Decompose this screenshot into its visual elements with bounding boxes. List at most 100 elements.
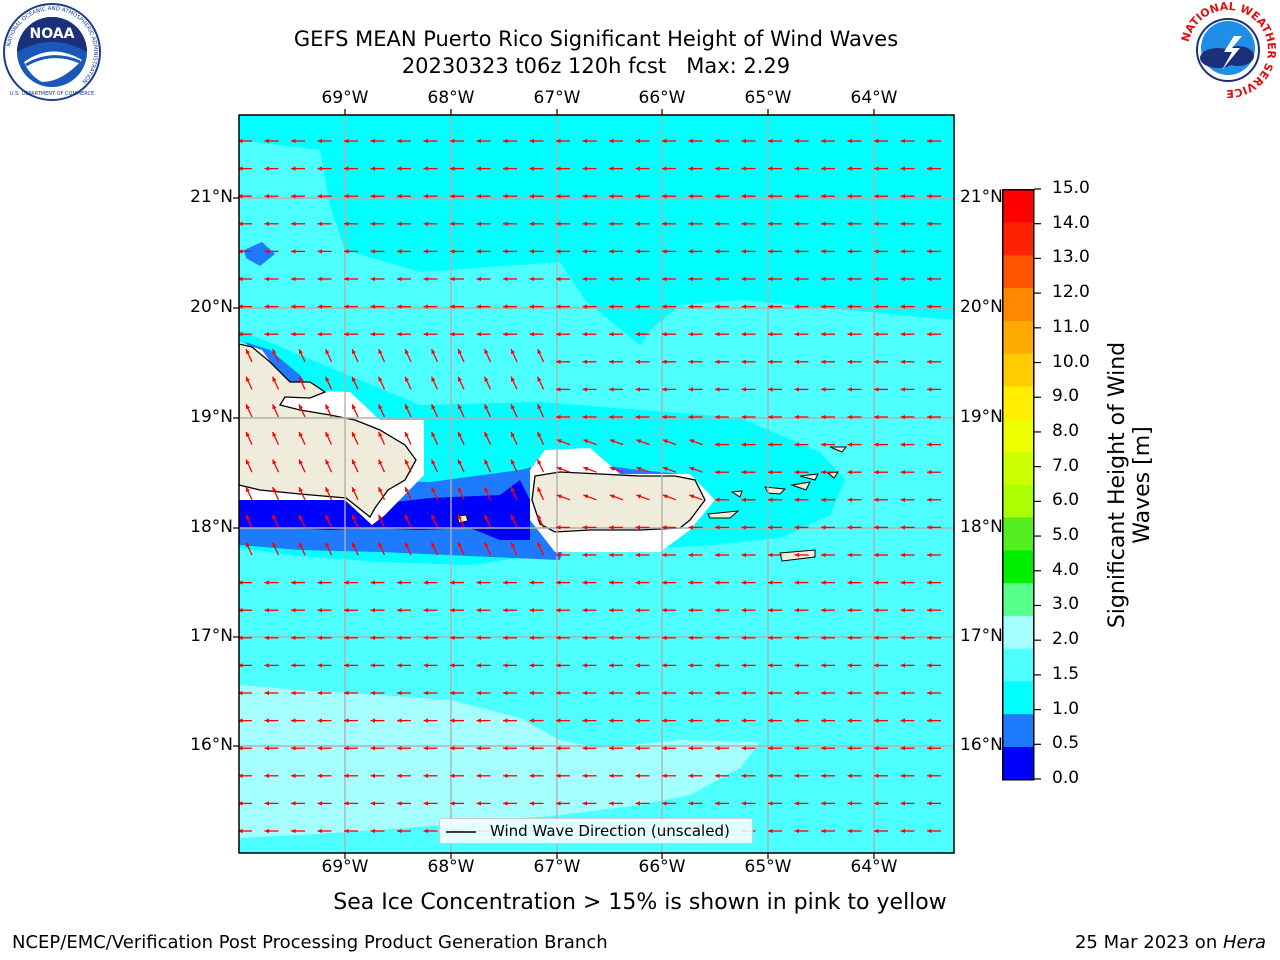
wind-arrow <box>741 138 756 144</box>
wind-arrow <box>397 221 411 226</box>
lat-label-left: 19°N <box>190 407 233 427</box>
wind-arrow <box>636 466 650 473</box>
wind-arrow <box>556 718 570 723</box>
wind-arrow <box>609 746 623 751</box>
wind-arrow <box>423 718 438 723</box>
wind-arrow <box>483 486 492 501</box>
wind-arrow <box>662 746 676 751</box>
wind-arrow <box>291 580 305 585</box>
wind-arrow <box>847 497 862 502</box>
wind-arrow <box>556 466 571 473</box>
wind-arrow <box>927 304 941 309</box>
wind-arrow <box>239 332 252 337</box>
wind-arrow <box>821 304 835 309</box>
wind-arrow <box>450 608 464 613</box>
wind-arrow <box>821 166 835 171</box>
wind-arrow <box>239 608 252 613</box>
wind-arrow <box>423 608 438 613</box>
wind-arrow <box>344 608 358 613</box>
legend-line-icon <box>446 831 476 833</box>
wind-arrow <box>397 828 411 834</box>
lat-label-left: 16°N <box>190 735 233 755</box>
wind-arrow <box>317 276 332 282</box>
wind-arrow <box>298 404 306 418</box>
wind-arrow <box>847 470 862 475</box>
wind-arrow <box>794 304 809 309</box>
wind-arrow <box>609 359 623 364</box>
wind-arrow <box>430 459 439 473</box>
wind-arrow <box>239 166 252 171</box>
wind-arrow <box>874 663 888 668</box>
wind-arrow <box>874 166 888 171</box>
wind-arrow <box>450 304 464 309</box>
wind-arrow <box>450 580 464 585</box>
wind-arrow <box>821 801 835 806</box>
wind-arrow <box>457 514 465 528</box>
wind-arrow <box>874 552 888 558</box>
wind-arrow <box>556 494 571 501</box>
wind-arrow <box>344 773 358 778</box>
wind-arrow <box>529 773 544 778</box>
wind-arrow <box>344 249 358 254</box>
wind-arrow <box>317 828 332 834</box>
colorbar-tick-label: 12.0 <box>1052 282 1090 303</box>
wind-arrow <box>874 359 888 364</box>
wind-arrow <box>450 249 464 254</box>
wind-arrow <box>370 138 385 144</box>
wind-arrow <box>794 414 809 420</box>
wind-arrow <box>457 376 465 390</box>
wind-arrow <box>688 525 703 530</box>
wind-arrow <box>510 404 518 418</box>
wind-arrow <box>370 801 385 806</box>
wind-arrow <box>529 332 544 337</box>
wind-arrow <box>715 746 729 751</box>
wind-arrow <box>423 690 438 696</box>
wind-arrow <box>298 431 306 445</box>
wind-arrow <box>377 404 386 418</box>
colorbar-segment <box>1002 746 1034 781</box>
wind-arrow <box>847 359 862 364</box>
wind-arrow <box>370 773 385 778</box>
map-legend: Wind Wave Direction (unscaled) <box>439 818 753 844</box>
wind-arrow <box>688 608 703 613</box>
wind-arrow <box>662 166 676 171</box>
wind-arrow <box>874 470 888 475</box>
wind-arrow <box>351 459 359 473</box>
wind-arrow <box>503 663 517 668</box>
wind-arrow <box>768 249 782 254</box>
wind-arrow <box>794 580 809 585</box>
wind-arrow <box>794 497 809 502</box>
wind-arrow <box>397 635 411 640</box>
wind-arrow <box>847 276 862 282</box>
wind-arrow <box>688 801 703 806</box>
wind-arrow <box>847 663 862 668</box>
colorbar-segment <box>1002 681 1034 715</box>
wind-arrow <box>291 138 305 144</box>
wind-arrow <box>821 718 835 723</box>
wind-arrow <box>476 746 491 751</box>
wind-arrow <box>298 348 306 363</box>
wind-arrow <box>582 635 597 640</box>
map-subtitle: 20230323 t06z 120h fcst Max: 2.29 <box>401 54 791 78</box>
wind-arrow <box>450 276 464 282</box>
wind-arrow <box>556 801 570 806</box>
wind-arrow <box>847 718 862 723</box>
wind-arrow <box>768 194 782 199</box>
wind-arrow <box>927 249 941 254</box>
wind-arrow <box>635 690 650 696</box>
wind-arrow <box>556 387 570 392</box>
wind-arrow <box>245 376 253 390</box>
wind-arrow <box>271 348 280 363</box>
wind-arrow <box>344 690 358 696</box>
wind-arrow <box>741 276 756 282</box>
wind-arrow <box>900 387 915 392</box>
wind-arrow <box>662 249 676 254</box>
wind-arrow <box>529 221 544 226</box>
wind-arrow <box>688 304 703 309</box>
wind-arrow <box>291 608 305 613</box>
wind-arrow <box>715 387 729 392</box>
wind-arrow <box>662 525 676 530</box>
wind-arrow <box>317 746 332 751</box>
wind-arrow <box>264 690 279 696</box>
wind-arrow <box>317 138 332 144</box>
